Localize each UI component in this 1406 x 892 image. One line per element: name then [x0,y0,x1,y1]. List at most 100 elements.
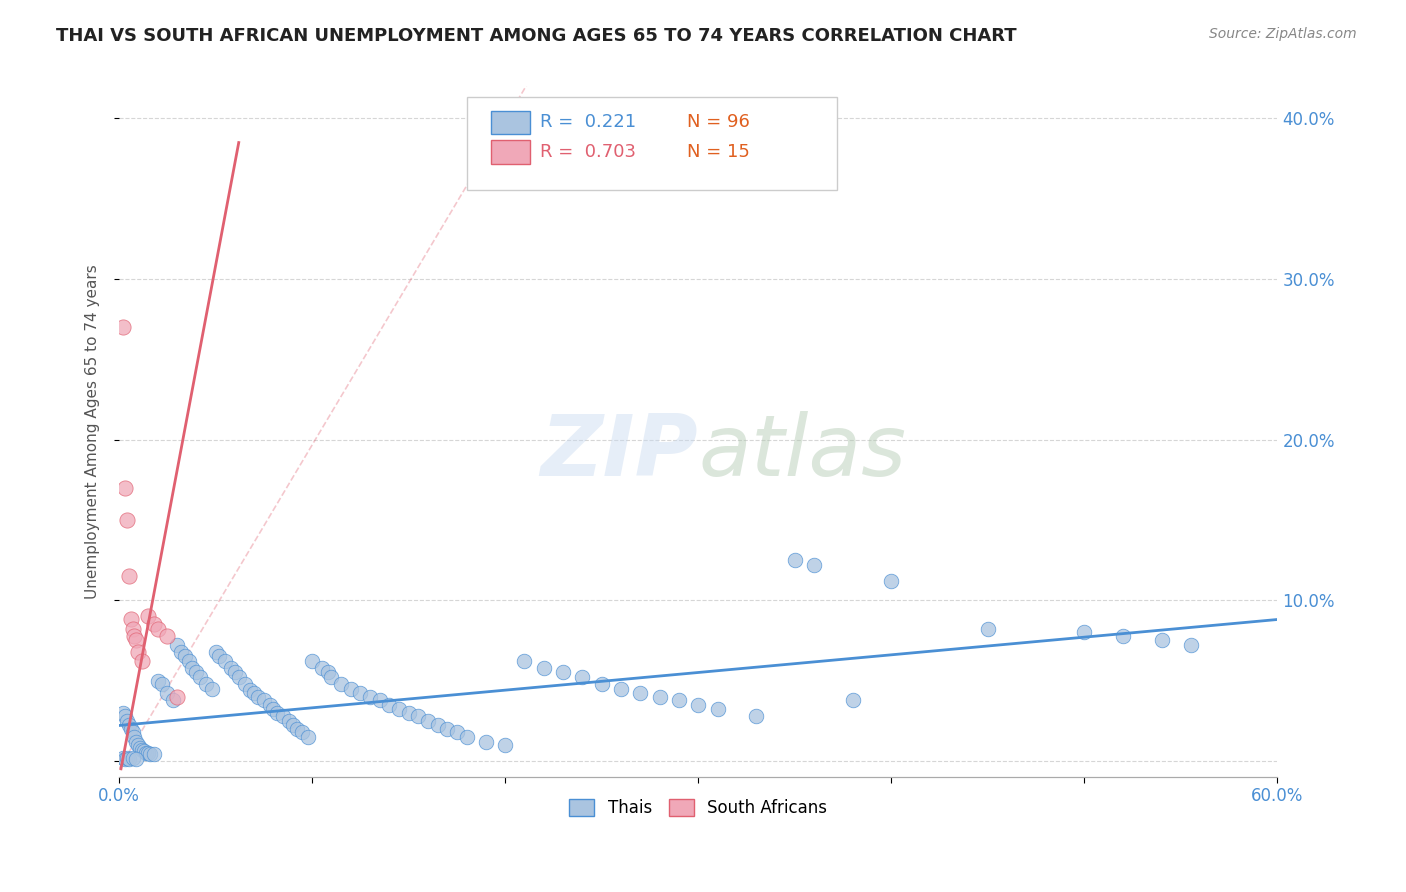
Point [456,730,478,744]
Text: R =  0.221: R = 0.221 [540,113,636,131]
Point [131,654,153,668]
Point [281,718,304,732]
Point [446,725,468,739]
Point [278,714,301,728]
Point [214,654,236,668]
Point [121,750,143,764]
Point [173,649,195,664]
Point [146,673,169,688]
Point [803,558,825,572]
Point [388,702,411,716]
Point [156,629,179,643]
Point [121,725,143,739]
Point [136,746,159,760]
Point [181,661,204,675]
Point [259,698,281,712]
Point [263,702,285,716]
Point [239,683,262,698]
Text: ZIP: ZIP [540,411,699,494]
Text: Source: ZipAtlas.com: Source: ZipAtlas.com [1209,27,1357,41]
Point [1073,625,1095,640]
Point [115,714,138,728]
Point [688,698,710,712]
Point [125,752,148,766]
Legend: Thais, South Africans: Thais, South Africans [562,792,834,824]
Point [398,706,420,720]
Point [121,622,143,636]
Text: THAI VS SOUTH AFRICAN UNEMPLOYMENT AMONG AGES 65 TO 74 YEARS CORRELATION CHART: THAI VS SOUTH AFRICAN UNEMPLOYMENT AMONG… [56,27,1017,45]
Point [271,709,294,723]
Point [297,730,319,744]
Point [142,747,165,762]
Point [228,670,250,684]
Point [783,553,806,567]
Point [253,693,276,707]
Point [266,706,288,720]
Point [114,752,136,766]
Point [291,725,314,739]
Point [1180,638,1202,652]
Point [648,690,671,704]
Point [124,629,146,643]
Point [111,320,134,334]
Point [513,654,536,668]
Point [321,670,343,684]
Point [378,698,401,712]
Point [349,686,371,700]
Point [311,661,333,675]
Point [571,670,593,684]
Point [125,734,148,748]
Point [118,569,141,583]
Point [243,686,266,700]
Text: atlas: atlas [699,411,907,494]
Point [316,665,339,680]
Point [201,681,224,696]
Point [1112,629,1135,643]
Point [142,617,165,632]
Point [1150,633,1173,648]
Point [177,654,200,668]
Point [194,677,217,691]
Text: R =  0.703: R = 0.703 [540,143,636,161]
Point [208,649,231,664]
Point [301,654,323,668]
Point [219,661,242,675]
Point [114,481,136,495]
Point [111,750,134,764]
Point [146,622,169,636]
Point [233,677,256,691]
Point [436,722,458,736]
Point [610,681,633,696]
Point [668,693,690,707]
Point [977,622,1000,636]
Point [706,702,728,716]
Point [118,718,141,732]
Point [118,752,141,766]
Point [330,677,353,691]
Point [841,693,863,707]
Point [368,693,391,707]
Point [120,613,142,627]
Point [125,633,148,648]
Point [204,645,226,659]
Point [166,690,188,704]
Point [127,738,149,752]
Point [131,742,153,756]
Point [591,677,613,691]
Point [628,686,651,700]
FancyBboxPatch shape [491,111,530,134]
Point [166,638,188,652]
Y-axis label: Unemployment Among Ages 65 to 74 years: Unemployment Among Ages 65 to 74 years [86,264,100,599]
Text: N = 96: N = 96 [686,113,749,131]
Point [285,722,308,736]
Text: N = 15: N = 15 [686,143,749,161]
Point [111,706,134,720]
Point [124,730,146,744]
Point [494,738,516,752]
Point [533,661,555,675]
Point [188,670,211,684]
Point [120,722,142,736]
Point [170,645,193,659]
Point [551,665,574,680]
FancyBboxPatch shape [467,96,837,190]
